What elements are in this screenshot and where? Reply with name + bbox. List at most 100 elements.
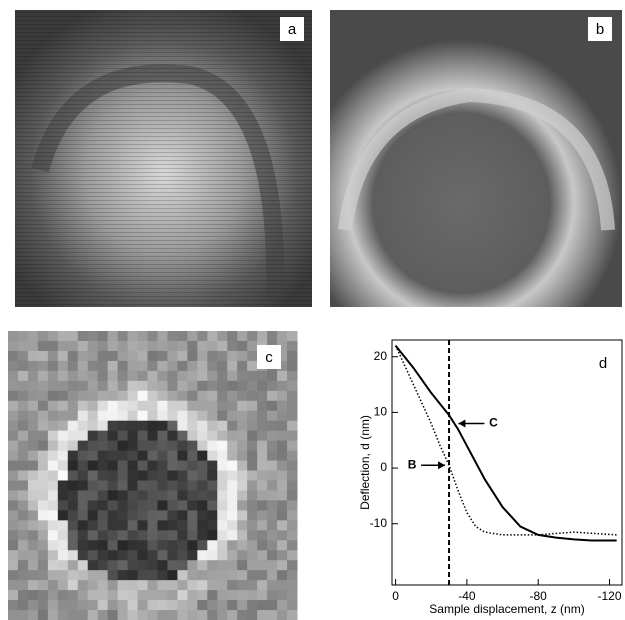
pixel [18,361,28,371]
pixel [68,490,78,500]
pixel [287,510,297,520]
pixel [98,520,108,530]
pixel [48,341,58,351]
pixel [207,520,217,530]
pixel [18,371,28,381]
pixel [247,480,257,490]
pixel [128,381,138,391]
pixel [98,461,108,471]
pixel [187,490,197,500]
pixel [237,431,247,441]
pixel [247,411,257,421]
pixel [98,381,108,391]
pixel [247,590,257,600]
pixel [118,391,128,401]
pixel [138,610,148,620]
pixel [217,590,227,600]
pixel [138,590,148,600]
pixel [148,490,158,500]
pixel [58,490,68,500]
pixel [68,500,78,510]
pixel [237,441,247,451]
pixel [58,540,68,550]
pixel [167,510,177,520]
pixel [88,480,98,490]
pixel [28,331,38,341]
pixel [277,580,287,590]
pixel [287,461,297,471]
pixel [128,530,138,540]
pixel [217,411,227,421]
pixel [118,510,128,520]
pixel [88,471,98,481]
pixel [18,530,28,540]
pixel [247,441,257,451]
pixel [28,520,38,530]
pixel [157,451,167,461]
pixel [157,431,167,441]
pixel [68,351,78,361]
pixel [227,431,237,441]
pixel [128,580,138,590]
pixel [128,401,138,411]
pixel [277,451,287,461]
pixel [68,391,78,401]
pixel [88,441,98,451]
pixel [217,610,227,620]
pixel [138,480,148,490]
pixel [187,441,197,451]
pixel [157,471,167,481]
pixel [197,500,207,510]
pixel [197,411,207,421]
pixel [247,520,257,530]
pixel [18,411,28,421]
pixel [108,431,118,441]
arrow-head [458,420,465,428]
pixel [148,570,158,580]
pixel [78,371,88,381]
panel-c-label: c [257,345,281,369]
pixel [277,391,287,401]
pixel [128,520,138,530]
pixel [88,490,98,500]
pixel [58,391,68,401]
pixel [187,401,197,411]
pixel [148,520,158,530]
pixel [108,391,118,401]
pixel [18,490,28,500]
pixel [277,560,287,570]
pixel [267,411,277,421]
pixel [287,490,297,500]
pixel [237,540,247,550]
pixel [58,351,68,361]
pixel [287,361,297,371]
pixel [68,560,78,570]
pixel [267,540,277,550]
pixel [207,371,217,381]
pixel [207,540,217,550]
pixel [128,510,138,520]
pixel [247,351,257,361]
pixel [98,361,108,371]
pixel [157,401,167,411]
pixel [138,371,148,381]
pixel [78,411,88,421]
pixel [108,520,118,530]
pixel [68,401,78,411]
pixel [68,411,78,421]
pixel [138,401,148,411]
pixel [128,361,138,371]
pixel [217,500,227,510]
pixel [217,361,227,371]
pixel [138,580,148,590]
pixel [78,590,88,600]
pixel [287,441,297,451]
pixel [217,431,227,441]
pixel [187,341,197,351]
pixel [157,520,167,530]
pixel [207,510,217,520]
pixel [247,331,257,341]
pixel [88,461,98,471]
pixel [247,530,257,540]
pixel [257,401,267,411]
